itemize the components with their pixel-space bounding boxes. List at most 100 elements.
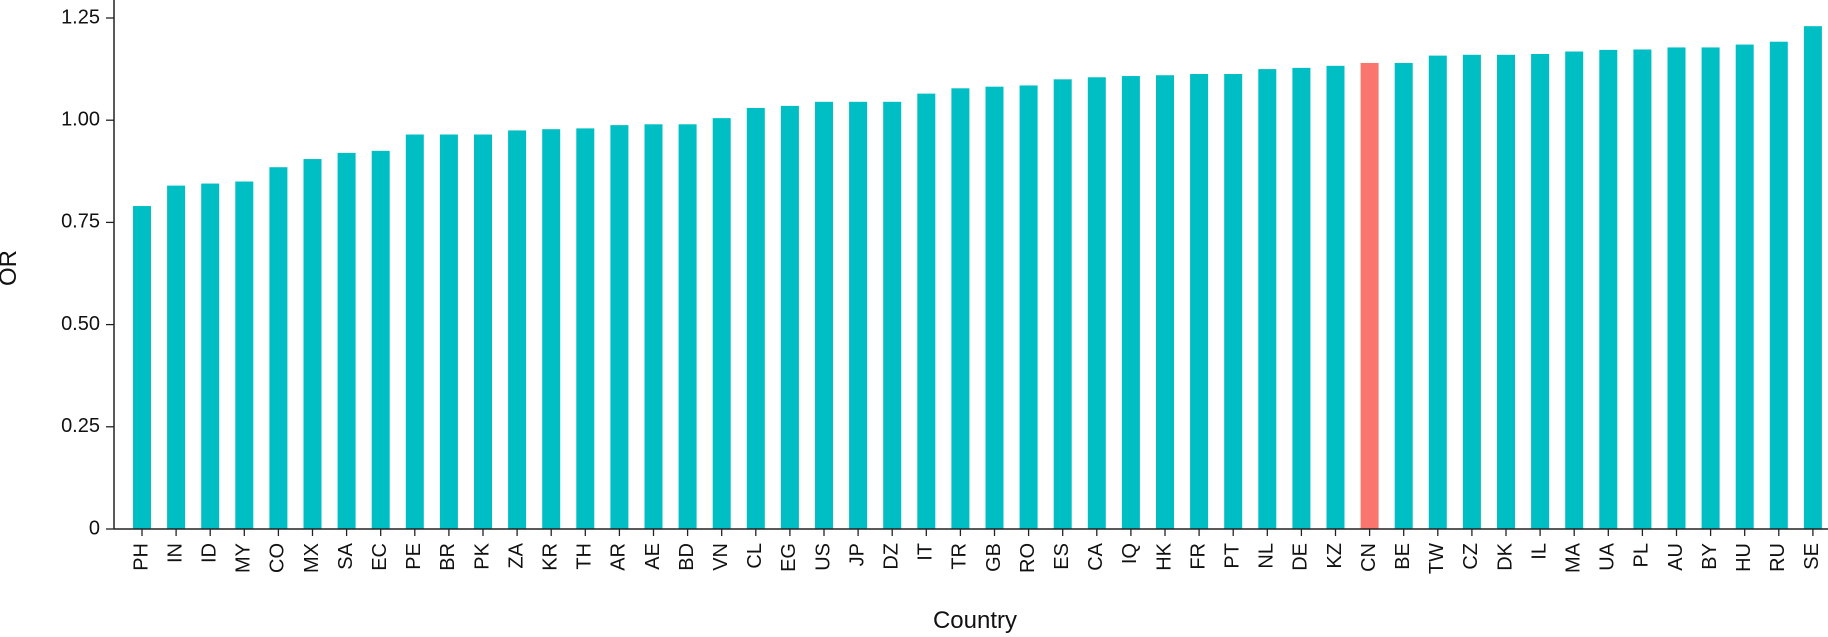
y-tick-label: 1.25 [61,6,100,28]
x-tick-label-tr: TR [949,543,971,570]
bar-be [1394,62,1413,529]
x-tick-label-gb: GB [983,543,1005,572]
bar-mx [303,159,322,530]
bar-cz [1462,54,1481,529]
bar-ru [1769,41,1788,530]
x-axis-ticks: PH IN ID MY CO MX SA EC PE BR PK ZA KR TH AR AE BD VN CL EG… [130,529,1823,574]
x-tick-label-by: BY [1699,543,1721,570]
bar-za [508,130,527,530]
bar-dz [883,101,902,530]
x-tick-label-pe: PE [403,543,425,570]
x-axis-label: Country [933,607,1017,634]
x-tick-label-in: IN [164,543,186,563]
bar-pe [405,134,424,529]
x-tick-label-ca: CA [1085,542,1107,570]
x-tick-label-dz: DZ [880,543,902,570]
bar-id [201,183,220,529]
bar-es [1053,79,1072,529]
bar-ae [644,124,663,529]
x-tick-label-iq: IQ [1119,543,1141,564]
bar-it [917,93,936,529]
bar-hk [1156,75,1174,529]
bar-th [576,128,595,529]
y-tick-label: 0.75 [61,211,100,233]
y-axis-ticks: 0 0.25 0.50 0.75 1.00 1.25 [61,6,114,539]
x-tick-label-sa: SA [335,542,357,569]
bar-nl [1258,69,1277,529]
y-tick-label: 0 [89,517,100,539]
bar-my [235,181,254,529]
bar-tr [951,88,970,529]
x-tick-label-za: ZA [505,542,527,568]
x-tick-label-cl: CL [744,543,766,569]
bar-jp [849,101,868,530]
x-tick-label-us: US [812,543,834,571]
bar-de [1292,67,1311,530]
bar-pl [1633,49,1652,529]
bar-bd [678,124,697,529]
bar-cn [1360,62,1379,529]
bar-vn [712,118,731,529]
bar-il [1531,53,1550,529]
x-tick-label-au: AU [1665,543,1687,571]
x-tick-label-bd: BD [676,543,698,571]
x-tick-label-pl: PL [1631,543,1653,567]
bar-ar [610,125,629,530]
x-tick-label-hu: HU [1733,543,1755,572]
x-tick-label-my: MY [233,543,255,573]
bar-eg [780,105,799,529]
y-tick-label: 0.25 [61,415,100,437]
x-tick-label-ua: UA [1597,542,1619,570]
x-tick-label-es: ES [1051,543,1073,570]
bar-ua [1599,49,1618,529]
bar-hu [1735,44,1754,529]
x-tick-label-ro: RO [1017,543,1039,573]
bar-dk [1497,54,1515,529]
x-tick-label-se: SE [1801,543,1823,570]
x-tick-label-jp: JP [846,543,868,566]
x-tick-label-id: ID [198,543,220,563]
x-tick-label-be: BE [1392,543,1414,570]
bar-pt [1224,74,1243,529]
x-tick-label-pk: PK [471,542,493,569]
x-tick-label-ec: EC [369,543,391,571]
bar-ec [371,150,390,530]
x-tick-label-fr: FR [1187,543,1209,570]
bar-ma [1565,51,1584,530]
x-tick-label-ar: AR [608,543,630,571]
bar-br [439,134,458,529]
x-tick-label-co: CO [267,543,289,573]
bar-au [1667,47,1686,530]
x-tick-label-kr: KR [539,543,561,571]
x-tick-label-cz: CZ [1460,543,1482,570]
x-tick-label-ma: MA [1562,542,1584,573]
y-axis-label: OR [0,250,22,286]
x-tick-label-vn: VN [710,543,732,571]
y-tick-label: 1.00 [61,108,100,130]
bar-ca [1087,77,1106,529]
x-tick-label-ru: RU [1767,543,1789,572]
x-tick-label-kz: KZ [1324,543,1346,569]
bar-ro [1019,85,1038,529]
bar-kz [1326,65,1345,529]
bar-sa [337,152,356,529]
x-tick-label-pt: PT [1221,543,1243,569]
x-tick-label-it: IT [915,543,937,561]
x-tick-label-mx: MX [301,543,323,573]
bar-us [815,101,833,530]
bar-se [1803,26,1822,530]
bar-in [167,185,186,530]
x-tick-label-de: DE [1290,543,1312,571]
bar-iq [1121,76,1140,530]
bar-kr [542,129,561,529]
x-tick-label-hk: HK [1153,542,1175,570]
bars-group [133,26,1822,530]
bar-tw [1428,55,1447,530]
x-tick-label-nl: NL [1256,543,1278,569]
x-tick-label-th: TH [574,543,596,570]
x-tick-label-il: IL [1528,543,1550,560]
bar-by [1701,47,1720,530]
x-tick-label-dk: DK [1494,542,1516,570]
